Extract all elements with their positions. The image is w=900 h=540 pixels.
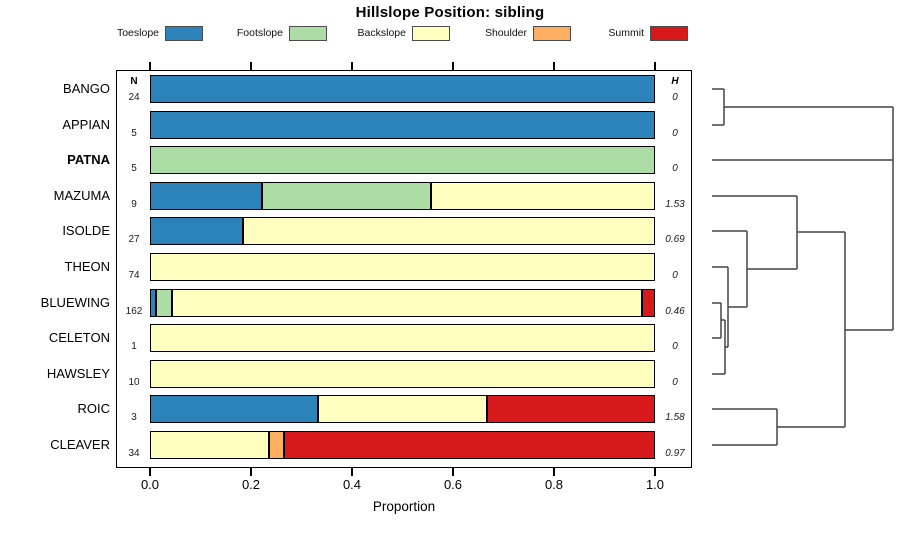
h-value: 0.97 [665,448,685,459]
row-label: BANGO [63,81,110,96]
row-label: THEON [64,259,111,274]
bar-segment [150,395,319,424]
bar-segment [318,395,487,424]
h-value: 0 [672,270,678,281]
n-value: 162 [125,305,143,317]
bar-segment [150,75,655,103]
legend-label: Footslope [236,27,283,39]
n-value: 5 [131,127,137,139]
h-value: 0.69 [665,234,685,246]
axis-tick [250,468,252,476]
row-label: HAWSLEY [46,365,110,381]
n-value: 5 [131,163,137,175]
legend-label: Toeslope [116,27,159,39]
bar-segment [268,431,284,459]
bar-segment [171,288,643,317]
h-value: 0 [672,127,678,139]
bar-segment [150,181,263,210]
axis-tick [149,468,151,476]
h-value: 0 [672,163,678,175]
bar-segment [150,359,655,388]
bar-segment [150,324,655,353]
axis-tick [351,468,353,476]
bar-segment [430,181,655,210]
n-value: 74 [128,270,140,281]
axis-tick [553,62,555,70]
axis-tick [452,62,454,70]
axis-tick-label: 0.2 [241,477,261,492]
row-label: ROIC [77,401,111,417]
axis-tick-label: 1.0 [645,477,665,492]
bar-segment [156,288,172,317]
axis-tick-label: 0.0 [140,477,160,492]
h-value: 0 [672,92,678,103]
axis-tick [149,62,151,70]
bar-segment [243,217,655,246]
h-value: 1.53 [665,198,685,210]
n-column-header: N [130,76,138,87]
legend-swatch [165,26,203,41]
bar-segment [283,431,655,459]
row-label: CLEAVER [50,437,110,452]
axis-tick [553,468,555,476]
legend-label: Backslope [357,27,406,39]
legend-swatch [533,26,571,41]
legend-swatch [412,26,450,41]
h-column-header: H [671,76,679,87]
axis-tick [654,468,656,476]
plot-frame [116,70,692,468]
bar-segment [150,217,244,246]
bar-segment [150,110,655,139]
bar-segment [642,288,655,317]
bar-segment [486,395,655,424]
row-label: PATNA [67,152,110,168]
bar-segment [262,181,431,210]
n-value: 3 [131,412,137,424]
row-label: ISOLDE [62,223,110,239]
axis-tick [452,468,454,476]
legend-label: Shoulder [484,27,527,39]
h-value: 0.46 [665,305,685,317]
n-value: 10 [128,376,140,388]
row-label: BLUEWING [40,294,110,310]
row-label: APPIAN [62,116,110,132]
n-value: 1 [131,341,137,353]
h-value: 0 [672,376,678,388]
axis-tick-label: 0.6 [443,477,463,492]
bar-segment [150,253,655,281]
row-label: MAZUMA [53,187,110,203]
x-axis-label: Proportion [372,499,436,514]
bar-segment [150,146,655,175]
axis-tick [250,62,252,70]
h-value: 0 [672,341,678,353]
n-value: 24 [128,92,140,103]
bar-segment [150,431,269,459]
h-value: 1.58 [665,412,685,424]
bar-segment [150,288,157,317]
n-value: 9 [131,198,137,210]
row-label: CELETON [48,330,110,346]
axis-tick [351,62,353,70]
n-value: 27 [128,234,140,246]
axis-tick-label: 0.8 [544,477,564,492]
chart-title: Hillslope Position: sibling [355,4,545,21]
n-value: 34 [128,448,140,459]
legend-label: Summit [608,27,644,39]
legend-swatch [650,26,688,41]
legend-swatch [289,26,327,41]
axis-tick [654,62,656,70]
axis-tick-label: 0.4 [342,477,362,492]
